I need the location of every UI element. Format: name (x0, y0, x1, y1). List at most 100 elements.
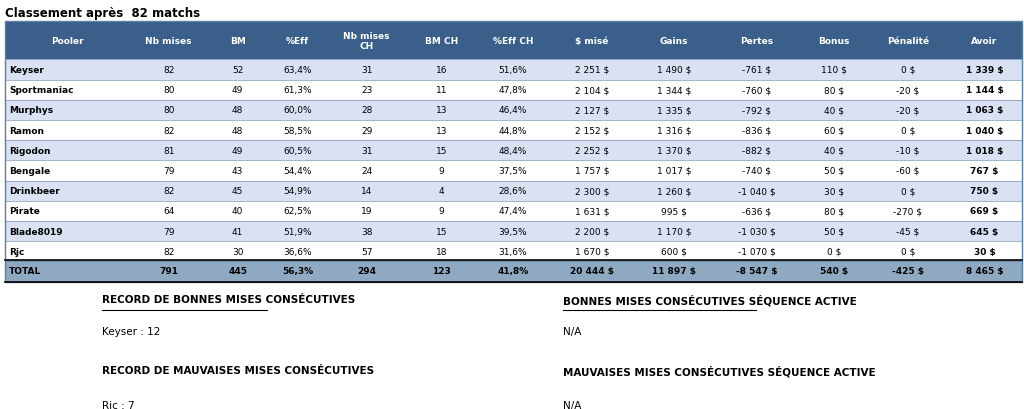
Bar (5, 260, 1022, 282)
Text: Bengale: Bengale (9, 166, 50, 175)
Text: Pertes: Pertes (740, 37, 773, 46)
Text: Pénalité: Pénalité (887, 37, 929, 46)
Text: 41: 41 (232, 227, 244, 236)
Text: 82: 82 (163, 66, 174, 75)
Text: 29: 29 (361, 126, 373, 135)
Text: 645 $: 645 $ (971, 227, 998, 236)
Text: -761 $: -761 $ (742, 66, 771, 75)
Text: 79: 79 (163, 166, 174, 175)
Text: 13: 13 (436, 126, 447, 135)
Text: 9: 9 (438, 166, 444, 175)
Text: 37,5%: 37,5% (499, 166, 527, 175)
Text: 60 $: 60 $ (824, 126, 845, 135)
Text: 31: 31 (361, 146, 373, 155)
Text: -10 $: -10 $ (896, 146, 920, 155)
Text: 19: 19 (361, 207, 373, 216)
Text: 57: 57 (361, 247, 373, 256)
Bar (5, 221, 1022, 242)
Text: 1 757 $: 1 757 $ (574, 166, 609, 175)
Text: Sportmaniac: Sportmaniac (9, 86, 74, 95)
Text: -636 $: -636 $ (742, 207, 771, 216)
Text: 80 $: 80 $ (824, 207, 845, 216)
Text: 1 017 $: 1 017 $ (657, 166, 691, 175)
Text: 2 200 $: 2 200 $ (574, 227, 609, 236)
Text: 2 300 $: 2 300 $ (574, 187, 609, 196)
Text: 8 465 $: 8 465 $ (966, 267, 1004, 276)
Text: 1 339 $: 1 339 $ (966, 66, 1004, 75)
Text: 1 144 $: 1 144 $ (966, 86, 1004, 95)
Text: 61,3%: 61,3% (284, 86, 312, 95)
Text: 1 490 $: 1 490 $ (657, 66, 691, 75)
Text: 14: 14 (361, 187, 373, 196)
Text: 1 335 $: 1 335 $ (657, 106, 691, 115)
Text: 123: 123 (432, 267, 451, 276)
Text: Keyser : 12: Keyser : 12 (102, 327, 161, 337)
Text: 62,5%: 62,5% (284, 207, 312, 216)
Text: 1 316 $: 1 316 $ (657, 126, 691, 135)
Text: Gains: Gains (659, 37, 688, 46)
Text: 15: 15 (436, 227, 447, 236)
Text: 80: 80 (163, 86, 174, 95)
Text: 540 $: 540 $ (820, 267, 848, 276)
Text: 64: 64 (163, 207, 174, 216)
Bar (5, 80, 1022, 101)
Text: 600 $: 600 $ (662, 247, 687, 256)
Text: 51,9%: 51,9% (284, 227, 312, 236)
Text: %Eff: %Eff (286, 37, 309, 46)
Text: 791: 791 (159, 267, 178, 276)
Text: Nb mises
CH: Nb mises CH (343, 31, 390, 51)
Text: 445: 445 (228, 267, 247, 276)
Text: 28: 28 (361, 106, 373, 115)
Text: 45: 45 (232, 187, 244, 196)
Text: -45 $: -45 $ (896, 227, 920, 236)
Text: BM CH: BM CH (425, 37, 458, 46)
Text: -760 $: -760 $ (742, 86, 771, 95)
Text: 36,6%: 36,6% (284, 247, 312, 256)
Text: Avoir: Avoir (972, 37, 997, 46)
Text: 80 $: 80 $ (824, 86, 845, 95)
Text: 1 040 $: 1 040 $ (966, 126, 1004, 135)
Text: 669 $: 669 $ (971, 207, 998, 216)
Text: Ramon: Ramon (9, 126, 44, 135)
Text: 49: 49 (232, 146, 244, 155)
Text: 82: 82 (163, 247, 174, 256)
Text: 1 631 $: 1 631 $ (574, 207, 609, 216)
Text: Drinkbeer: Drinkbeer (9, 187, 60, 196)
Text: 16: 16 (436, 66, 447, 75)
Text: -882 $: -882 $ (742, 146, 771, 155)
Text: -1 070 $: -1 070 $ (737, 247, 775, 256)
Text: 47,4%: 47,4% (499, 207, 527, 216)
Text: 51,6%: 51,6% (499, 66, 527, 75)
Text: 2 104 $: 2 104 $ (574, 86, 609, 95)
Text: 15: 15 (436, 146, 447, 155)
Text: 43: 43 (232, 166, 244, 175)
Text: 1 344 $: 1 344 $ (657, 86, 691, 95)
Text: 30: 30 (232, 247, 244, 256)
Text: 1 670 $: 1 670 $ (574, 247, 609, 256)
Text: 49: 49 (232, 86, 244, 95)
Text: 1 018 $: 1 018 $ (966, 146, 1004, 155)
Text: 30 $: 30 $ (974, 247, 995, 256)
Text: 0 $: 0 $ (901, 66, 915, 75)
Text: Pooler: Pooler (51, 37, 84, 46)
Text: 11: 11 (436, 86, 447, 95)
Text: 80: 80 (163, 106, 174, 115)
Text: Nb mises: Nb mises (145, 37, 191, 46)
Text: -1 040 $: -1 040 $ (737, 187, 775, 196)
Text: 46,4%: 46,4% (499, 106, 527, 115)
Text: -740 $: -740 $ (742, 166, 771, 175)
Text: 1 370 $: 1 370 $ (657, 146, 691, 155)
Text: 79: 79 (163, 227, 174, 236)
Text: 1 260 $: 1 260 $ (657, 187, 691, 196)
Text: N/A: N/A (563, 327, 582, 337)
Text: 13: 13 (436, 106, 447, 115)
Text: 54,4%: 54,4% (284, 166, 311, 175)
Bar (5, 181, 1022, 201)
Text: 40: 40 (232, 207, 244, 216)
Text: 40 $: 40 $ (824, 106, 844, 115)
Text: Classement après  82 matchs: Classement après 82 matchs (5, 7, 201, 20)
Text: 20 444 $: 20 444 $ (569, 267, 613, 276)
Text: 28,6%: 28,6% (499, 187, 527, 196)
Text: -8 547 $: -8 547 $ (736, 267, 777, 276)
Text: Pirate: Pirate (9, 207, 40, 216)
